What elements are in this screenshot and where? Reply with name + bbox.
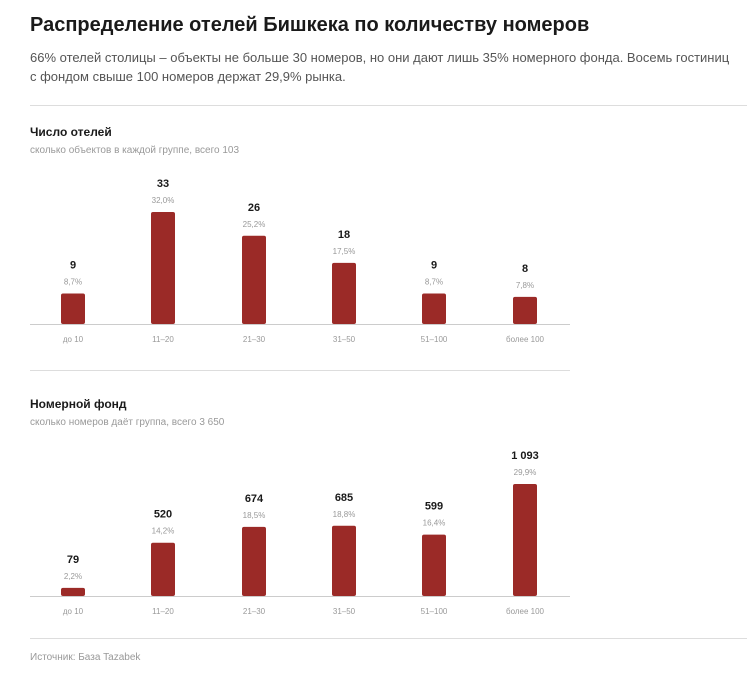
category-label: 31–50 xyxy=(333,335,356,344)
chart-divider xyxy=(30,370,570,371)
category-label: 11–20 xyxy=(152,335,174,344)
value-label: 8 xyxy=(522,263,528,275)
value-label: 685 xyxy=(335,492,353,504)
category-label: 51–100 xyxy=(421,335,448,344)
footer-divider xyxy=(30,638,747,639)
chart-2-title: Номерной фонд xyxy=(30,397,127,411)
percent-label: 25,2% xyxy=(243,220,266,229)
page-title: Распределение отелей Бишкека по количест… xyxy=(30,14,590,36)
bar xyxy=(422,293,446,324)
value-label: 9 xyxy=(431,259,437,271)
percent-label: 7,8% xyxy=(516,281,534,290)
bar xyxy=(513,484,537,596)
value-label: 599 xyxy=(425,501,443,513)
percent-label: 32,0% xyxy=(152,196,175,205)
chart-1-subtitle: сколько объектов в каждой группе, всего … xyxy=(30,145,240,156)
percent-label: 2,2% xyxy=(64,572,82,581)
percent-label: 17,5% xyxy=(333,247,356,256)
source-note: Источник: База Tazabek xyxy=(30,652,141,663)
value-label: 18 xyxy=(338,229,350,241)
percent-label: 8,7% xyxy=(425,277,443,286)
percent-label: 18,5% xyxy=(243,511,266,520)
category-label: более 100 xyxy=(506,607,545,616)
bar xyxy=(422,534,446,596)
percent-label: 16,4% xyxy=(423,519,446,528)
category-label: 51–100 xyxy=(421,607,448,616)
value-label: 79 xyxy=(67,554,79,566)
header-divider xyxy=(30,105,747,106)
percent-label: 29,9% xyxy=(514,468,537,477)
hotels-count-chart: 9 8,7% до 10 33 32,0% 11–20 26 25,2% 21–30 18 17,5… xyxy=(30,178,570,344)
chart-1-title: Число отелей xyxy=(30,125,112,139)
value-label: 9 xyxy=(70,259,76,271)
category-label: до 10 xyxy=(63,607,84,616)
category-label: 11–20 xyxy=(152,607,174,616)
category-label: 21–30 xyxy=(243,607,266,616)
bar xyxy=(332,262,356,324)
chart-2-subtitle: сколько номеров даёт группа, всего 3 650 xyxy=(30,417,225,428)
bar xyxy=(151,212,175,324)
page-subtitle: 66% отелей столицы – объекты не больше 3… xyxy=(30,50,730,84)
bar xyxy=(513,296,537,324)
percent-label: 14,2% xyxy=(152,527,175,536)
value-label: 33 xyxy=(157,178,169,190)
bar xyxy=(151,542,175,596)
bar xyxy=(242,235,266,324)
bar xyxy=(61,587,85,596)
percent-label: 18,8% xyxy=(333,510,356,519)
value-label: 520 xyxy=(154,509,172,521)
bar xyxy=(61,293,85,324)
value-label: 1 093 xyxy=(511,450,539,462)
bar xyxy=(332,525,356,596)
room-stock-chart: 79 2,2% до 10 520 14,2% 11–20 674 18,5% 21–30 685… xyxy=(30,450,570,616)
category-label: более 100 xyxy=(506,335,545,344)
value-label: 26 xyxy=(248,202,260,214)
category-label: 31–50 xyxy=(333,607,356,616)
category-label: 21–30 xyxy=(243,335,266,344)
bar xyxy=(242,526,266,596)
value-label: 674 xyxy=(245,493,264,505)
category-label: до 10 xyxy=(63,335,84,344)
percent-label: 8,7% xyxy=(64,277,82,286)
